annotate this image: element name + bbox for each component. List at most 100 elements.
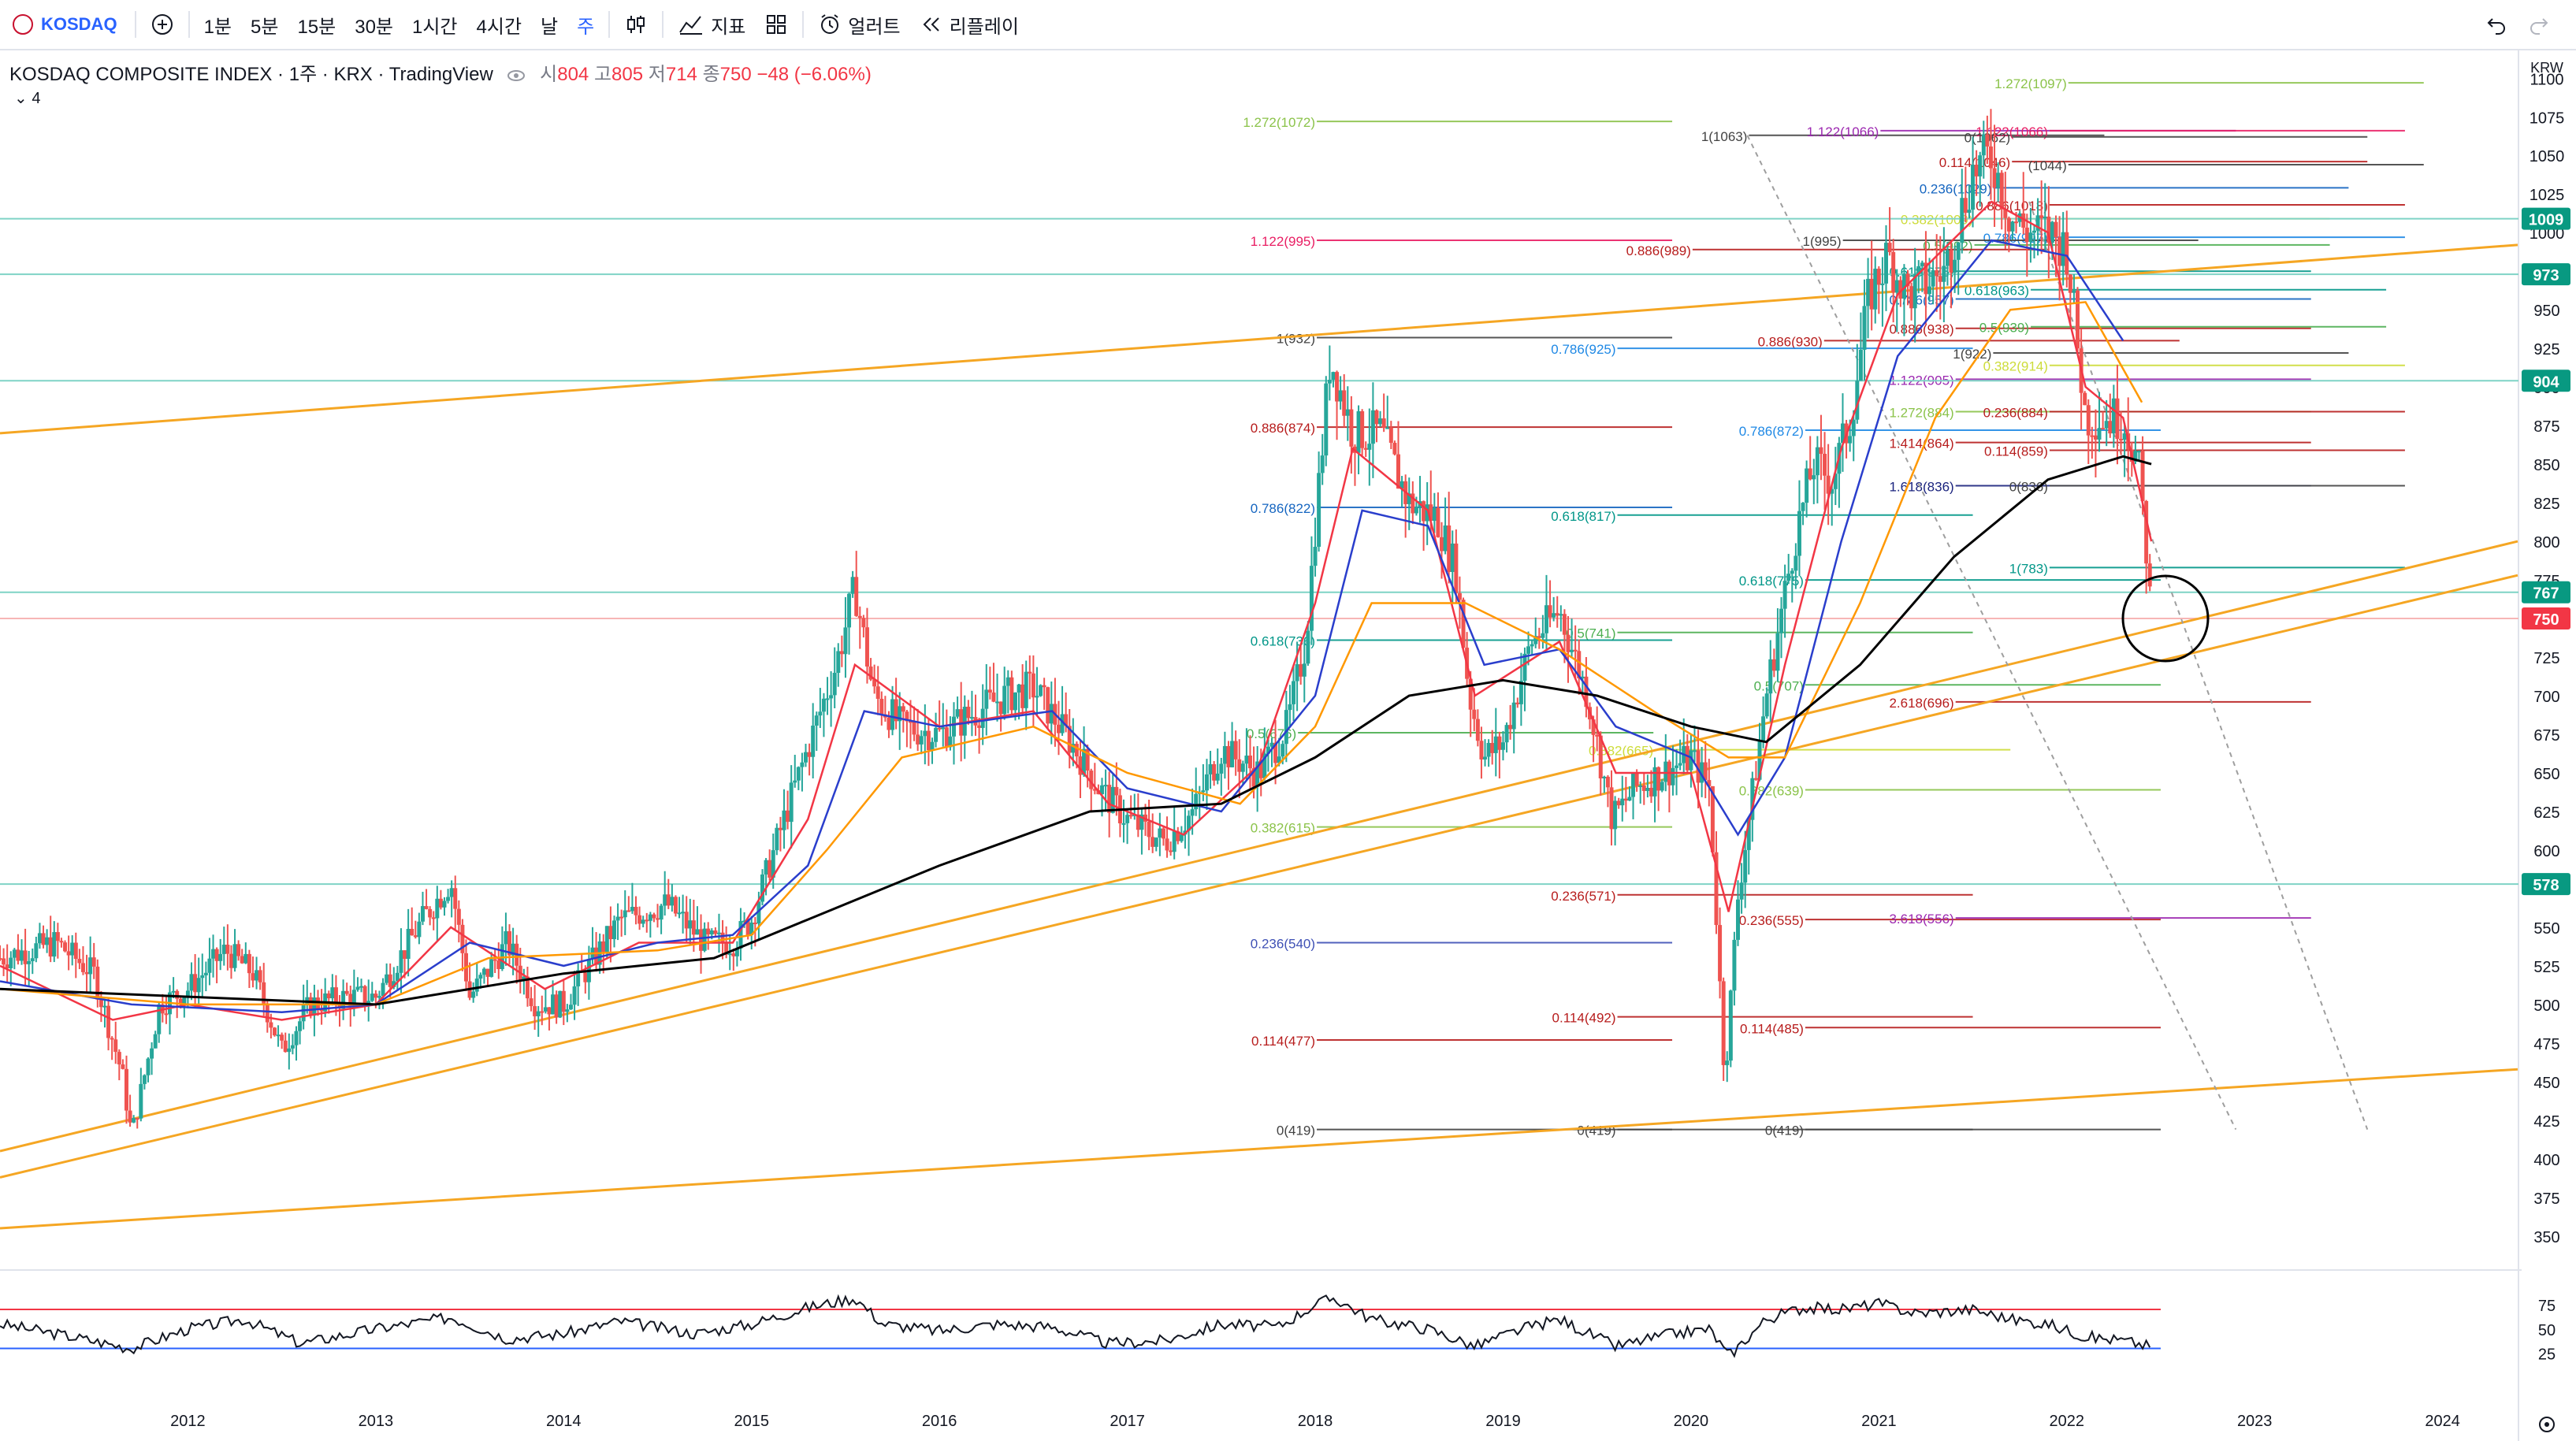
candle-up — [1866, 278, 1871, 306]
price-badge-label: 904 — [2533, 373, 2559, 391]
candle-down — [561, 990, 566, 1012]
interval-4h[interactable]: 4시간 — [476, 16, 522, 38]
candle-down — [1136, 814, 1140, 830]
candle-up — [1786, 574, 1791, 581]
candle-up — [1013, 693, 1017, 711]
trend-line[interactable] — [0, 1068, 2518, 1230]
symbol-search[interactable]: KOSDAQ — [0, 0, 130, 49]
candle-down — [1169, 850, 1173, 852]
redo-button[interactable] — [2518, 0, 2560, 49]
candle-up — [576, 970, 581, 986]
alert-button[interactable]: 얼러트 — [808, 0, 909, 49]
candle-down — [438, 898, 443, 908]
candle-down — [23, 950, 28, 964]
candle-up — [804, 752, 808, 763]
candle-up — [243, 953, 248, 964]
candle-down — [128, 1110, 132, 1123]
indicator-toggle[interactable]: ⌄ 4 — [14, 88, 40, 108]
candle-down — [966, 707, 971, 719]
candle-down — [1363, 448, 1368, 450]
candle-down — [1490, 743, 1495, 753]
candle-up — [2072, 290, 2076, 293]
candle-down — [319, 1008, 324, 1012]
candle-up — [1971, 165, 1976, 210]
candle-down — [507, 930, 512, 956]
trend-line[interactable] — [0, 243, 2518, 435]
candle-up — [1851, 419, 1856, 436]
price-axis[interactable]: 1100107510501025100095092590087585082580… — [2522, 60, 2570, 1364]
dashed-projection-line[interactable] — [2028, 201, 2369, 1130]
korea-flag-icon — [13, 14, 33, 35]
candle-up — [1953, 259, 1957, 273]
candle-up — [558, 990, 563, 1018]
divider — [608, 11, 611, 38]
candle-up — [1794, 555, 1798, 571]
candle-down — [1258, 761, 1263, 778]
add-symbol-button[interactable] — [141, 0, 184, 49]
interval-15m[interactable]: 15분 — [297, 16, 336, 38]
fib-level-label: 0.114(477) — [1251, 1034, 1315, 1049]
indicators-button[interactable]: 지표 — [668, 0, 755, 49]
candle-up — [232, 944, 237, 968]
candle-down — [48, 937, 53, 957]
candle-up — [764, 860, 768, 875]
candle-up — [1894, 280, 1899, 293]
eye-off-icon[interactable] — [506, 66, 526, 85]
layout-button[interactable] — [755, 0, 797, 49]
candle-up — [565, 1009, 570, 1012]
interval-day[interactable]: 날 — [541, 16, 559, 38]
ma-line-red — [0, 200, 2153, 1021]
time-tick-label: 2018 — [1298, 1413, 1333, 1430]
high-label: 고 — [593, 64, 612, 85]
candle-down — [1562, 614, 1567, 635]
fib-level-label: 0.5(741) — [1566, 626, 1615, 641]
candle-up — [1288, 704, 1292, 711]
candle-up — [189, 974, 194, 991]
price-tick-label: 650 — [2533, 766, 2559, 783]
candle-up — [1960, 198, 1965, 243]
candle-up — [1443, 525, 1448, 552]
fib-level-label: 0.382(914) — [1983, 359, 2048, 374]
interval-week[interactable]: 주 — [577, 16, 595, 38]
price-badge — [2522, 370, 2570, 392]
candle-up — [1620, 798, 1625, 806]
candle-up — [611, 920, 616, 940]
candles — [0, 109, 2152, 1129]
interval-5m[interactable]: 5분 — [251, 16, 279, 38]
candle-down — [2, 958, 6, 965]
candle-down — [2090, 435, 2095, 437]
candle-down — [175, 990, 180, 999]
chart-canvas[interactable]: 1.122(1141)1.414(1126)1.272(1097)1.272(1… — [0, 49, 2576, 1441]
interval-1m[interactable]: 1분 — [203, 16, 232, 38]
fib-level-label: 0.114(492) — [1552, 1011, 1616, 1026]
undo-button[interactable] — [2475, 0, 2518, 49]
chart-type-button[interactable] — [615, 0, 657, 49]
candle-up — [1750, 778, 1755, 820]
trend-line[interactable] — [0, 540, 2518, 1153]
plus-circle-icon — [151, 14, 173, 35]
candle-up — [9, 957, 13, 968]
price-tick-label: 450 — [2533, 1075, 2559, 1092]
replay-button[interactable]: 리플레이 — [910, 0, 1028, 49]
candle-down — [272, 1027, 277, 1036]
candle-up — [814, 715, 819, 726]
circle-annotation[interactable] — [2121, 574, 2210, 663]
price-tick-label: 350 — [2533, 1229, 2559, 1246]
candle-up — [276, 1034, 281, 1037]
candle-up — [1805, 468, 1809, 503]
candle-down — [2101, 428, 2106, 430]
candle-up — [287, 1048, 292, 1053]
candle-up — [1002, 685, 1007, 715]
interval-30m[interactable]: 30분 — [355, 16, 393, 38]
price-tick-label: 600 — [2533, 843, 2559, 860]
candle-up — [1544, 605, 1548, 633]
gear-icon[interactable] — [2539, 1417, 2555, 1432]
time-tick-label: 2023 — [2237, 1413, 2273, 1430]
interval-1h[interactable]: 1시간 — [412, 16, 458, 38]
candle-up — [1631, 773, 1636, 797]
fib-level-label: 1(1063) — [1701, 129, 1748, 144]
trend-line[interactable] — [0, 574, 2518, 1179]
candle-down — [413, 935, 418, 938]
time-axis[interactable]: 2012 2013 2014 2015 2016 2017 2018 2019 2020 2021… — [170, 1413, 2460, 1430]
candle-down — [1949, 250, 1953, 273]
